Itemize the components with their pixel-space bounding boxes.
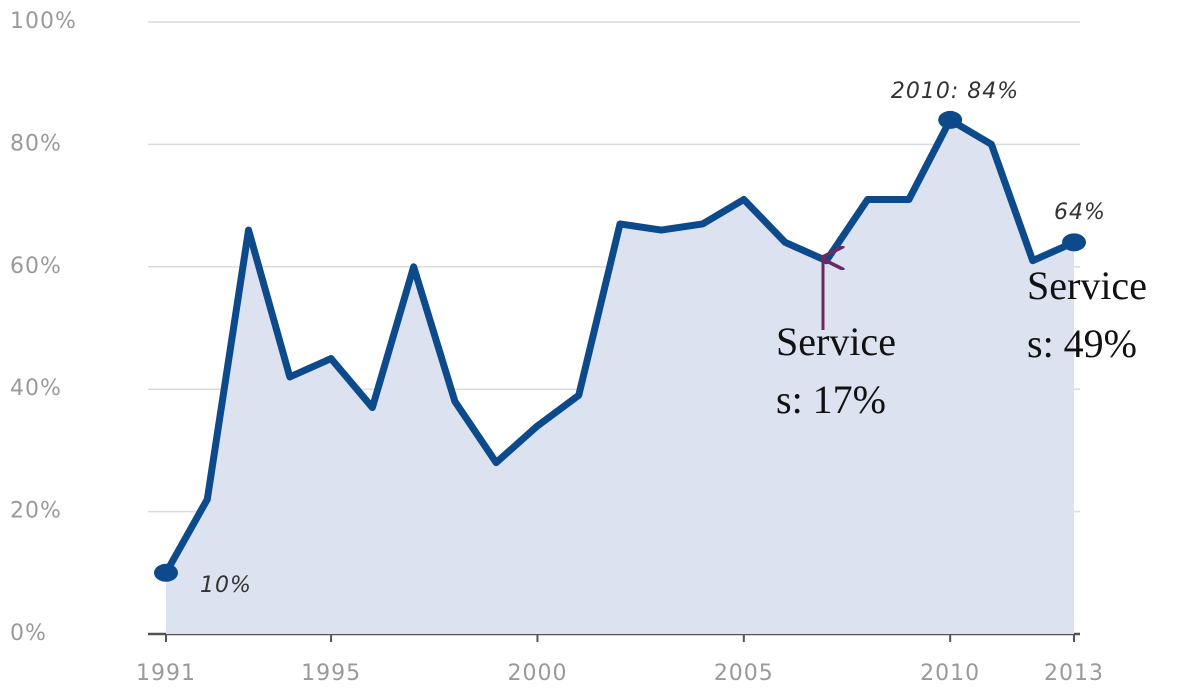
- x-tick-label: 2005: [714, 661, 774, 686]
- point-marker: [1062, 233, 1086, 252]
- line: [162, 116, 1076, 575]
- y-tick-label: 0%: [10, 621, 47, 646]
- annotation: 2010: 84%: [891, 79, 1019, 104]
- callout: s: 17%: [776, 377, 886, 422]
- y-tick-label: 20%: [10, 499, 62, 524]
- annotation: 10%: [200, 573, 252, 598]
- plot: [154, 110, 1086, 635]
- callout: s: 49%: [1027, 321, 1137, 366]
- callout: Service: [776, 319, 896, 364]
- x-tick-label: 2013: [1044, 661, 1104, 686]
- x-tick-label: 2000: [507, 661, 567, 686]
- area: [166, 119, 1074, 635]
- point-marker: [938, 110, 963, 129]
- point-marker: [154, 563, 178, 582]
- x-tick-label: 2010: [920, 661, 980, 686]
- annotation: 64%: [1054, 200, 1106, 225]
- x-tick-label: 1991: [136, 661, 196, 686]
- y-tick-label: 40%: [10, 376, 62, 401]
- y-tick-label: 80%: [10, 131, 62, 156]
- callout: Service: [1027, 263, 1147, 308]
- y-tick-label: 60%: [10, 254, 62, 279]
- y-tick-label: 100%: [10, 9, 77, 34]
- x-tick-label: 1995: [301, 661, 361, 686]
